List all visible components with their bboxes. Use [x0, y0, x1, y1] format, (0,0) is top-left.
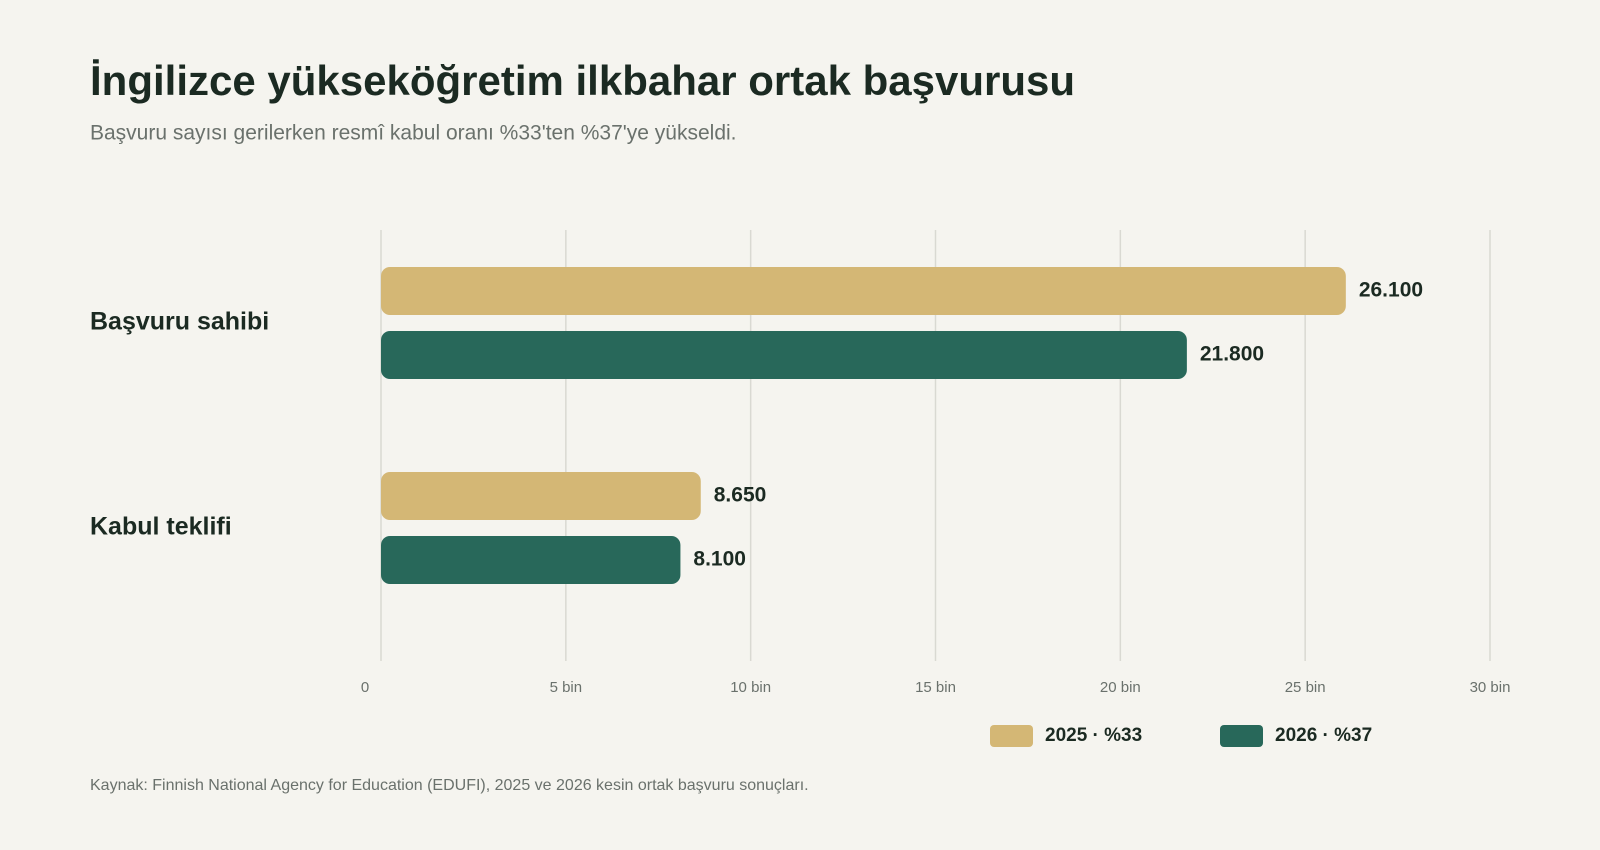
x-tick-label: 15 bin	[915, 679, 956, 696]
bar	[381, 331, 1187, 379]
bar	[381, 536, 681, 584]
x-tick-label: 20 bin	[1100, 679, 1141, 696]
category-label: Kabul teklifi	[90, 513, 232, 541]
bar	[381, 472, 701, 520]
legend-swatch	[990, 725, 1033, 747]
value-label: 8.650	[714, 484, 767, 507]
legend-label: 2025 · %33	[1045, 725, 1142, 746]
value-label: 8.100	[693, 548, 746, 571]
category-label: Başvuru sahibi	[90, 308, 269, 336]
source-note: Kaynak: Finnish National Agency for Educ…	[90, 777, 809, 794]
value-label: 26.100	[1359, 279, 1423, 302]
x-tick-label: 5 bin	[550, 679, 583, 696]
x-tick-label: 10 bin	[730, 679, 771, 696]
legend-swatch	[1220, 725, 1263, 747]
legend-label: 2026 · %37	[1275, 725, 1372, 746]
x-tick-label: 0	[361, 679, 369, 696]
chart-subtitle: Başvuru sayısı gerilerken resmî kabul or…	[90, 122, 737, 145]
chart-title: İngilizce yükseköğretim ilkbahar ortak b…	[90, 57, 1075, 104]
x-tick-label: 25 bin	[1285, 679, 1326, 696]
x-tick-label: 30 bin	[1470, 679, 1511, 696]
bar	[381, 267, 1346, 315]
value-label: 21.800	[1200, 343, 1264, 366]
